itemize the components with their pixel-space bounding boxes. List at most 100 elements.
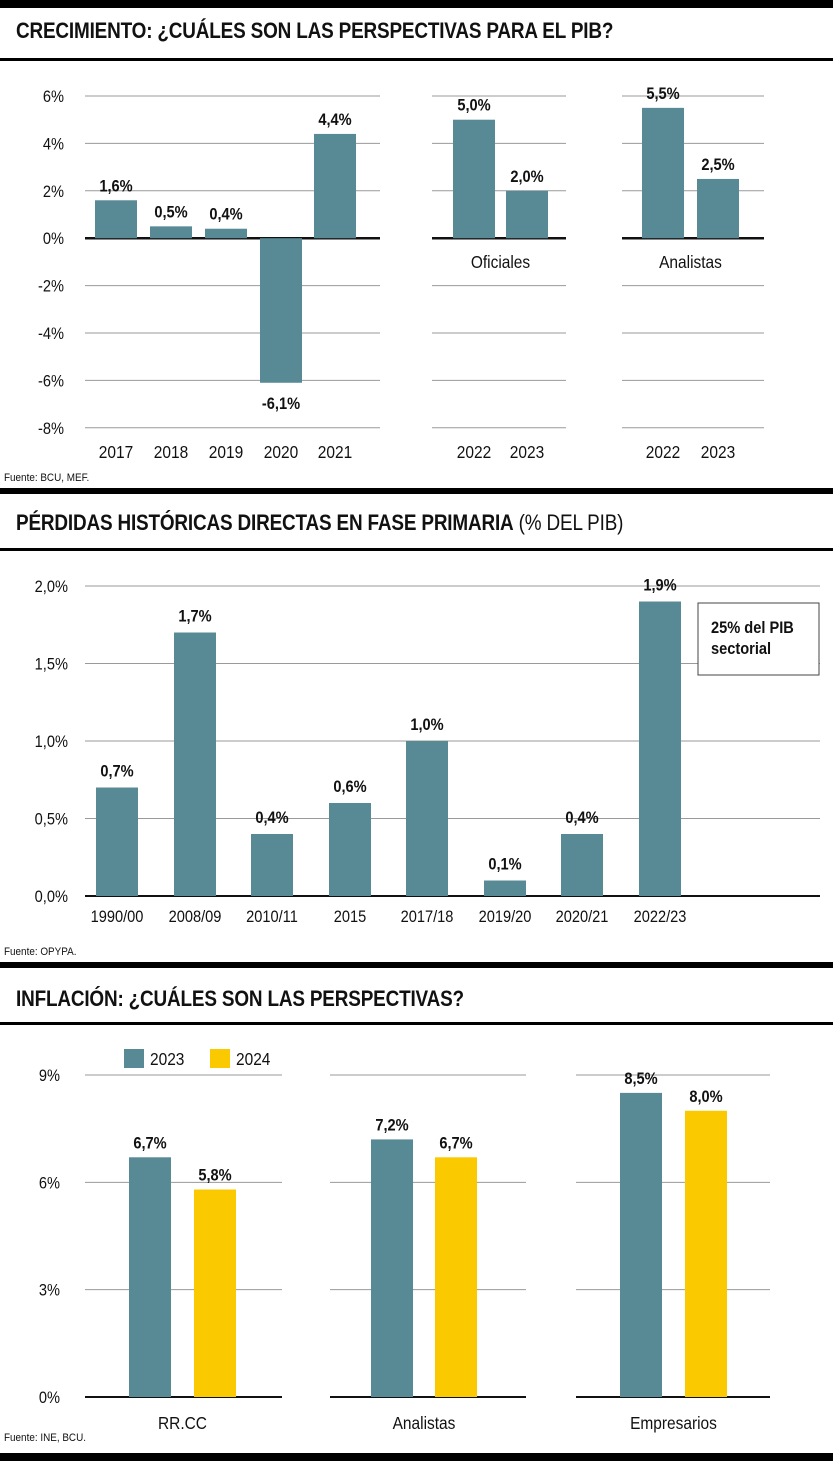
bar <box>150 226 192 239</box>
bar <box>129 1157 171 1397</box>
annotation-box <box>697 602 820 676</box>
bar-value-label: 0,5% <box>154 203 187 221</box>
panel-2-source: Fuente: OPYPA. <box>4 946 77 958</box>
bar <box>406 741 448 896</box>
panel-1-title-text: CRECIMIENTO: ¿CUÁLES SON LAS PERSPECTIVA… <box>16 18 614 43</box>
legend-label: 2023 <box>150 1049 184 1069</box>
y-tick-label: 6% <box>39 1174 60 1192</box>
bar-value-label: 0,1% <box>488 856 521 874</box>
top-rule <box>0 0 833 8</box>
panel-2-title-text: PÉRDIDAS HISTÓRICAS DIRECTAS EN FASE PRI… <box>16 510 514 535</box>
y-tick-label: 0,5% <box>35 811 68 829</box>
bar <box>639 601 681 896</box>
bar <box>484 880 526 896</box>
legend-swatch <box>124 1049 144 1068</box>
y-tick-label: -6% <box>38 372 64 390</box>
panel-3-title: INFLACIÓN: ¿CUÁLES SON LAS PERSPECTIVAS? <box>16 986 464 1012</box>
x-tick-label: 2015 <box>334 908 367 926</box>
x-tick-label: 2018 <box>154 442 188 462</box>
bar-value-label: -6,1% <box>262 395 300 413</box>
panel-2-top-rule <box>0 488 833 494</box>
bar-value-label: 0,4% <box>565 809 598 827</box>
legend-label: 2024 <box>236 1049 270 1069</box>
y-tick-label: 2,0% <box>35 578 68 596</box>
y-tick-label: 3% <box>39 1282 60 1300</box>
bar-value-label: 5,8% <box>198 1167 231 1185</box>
panel-3-source: Fuente: INE, BCU. <box>4 1432 86 1444</box>
bar-value-label: 1,0% <box>410 716 443 734</box>
y-tick-label: 0% <box>43 230 64 248</box>
legend-swatch <box>210 1049 230 1068</box>
y-tick-label: 4% <box>43 135 64 153</box>
x-tick-label: 2008/09 <box>169 908 222 926</box>
bar-value-label: 5,5% <box>646 85 679 103</box>
y-tick-label: -2% <box>38 278 64 296</box>
y-tick-label: 0% <box>39 1389 60 1407</box>
bar-value-label: 1,9% <box>643 577 676 595</box>
bar <box>371 1139 413 1397</box>
bar-value-label: 2,5% <box>701 156 734 174</box>
x-tick-label: Empresarios <box>630 1413 717 1433</box>
x-tick-label: 2020 <box>264 442 298 462</box>
x-tick-label: 2022/23 <box>634 908 687 926</box>
x-tick-label: 2023 <box>701 442 735 462</box>
x-tick-label: 2023 <box>510 442 544 462</box>
x-tick-label: 2021 <box>318 442 352 462</box>
panel-1-title: CRECIMIENTO: ¿CUÁLES SON LAS PERSPECTIVA… <box>16 18 613 44</box>
bottom-rule <box>0 1453 833 1461</box>
y-tick-label: 1,0% <box>35 733 68 751</box>
bar-value-label: 0,4% <box>209 206 242 224</box>
bar <box>697 178 739 239</box>
panel-2-title-suffix: (% DEL PIB) <box>513 510 624 535</box>
y-tick-label: -8% <box>38 420 64 438</box>
x-tick-label: RR.CC <box>158 1413 207 1433</box>
bar <box>453 119 495 239</box>
bar <box>96 787 138 896</box>
x-tick-label: Analistas <box>393 1413 456 1433</box>
farm-losses-chart: 2,0% 1,5% 1,0% 0,5% 0,0% 0,7% 1990/00 1,7% 2008/… <box>35 577 820 926</box>
y-tick-label: 1,5% <box>35 656 68 674</box>
bar-value-label: 1,6% <box>99 177 132 195</box>
y-tick-label: 2% <box>43 183 64 201</box>
y-tick-label: 0,0% <box>35 888 68 906</box>
bar <box>685 1110 727 1397</box>
bar-value-label: 1,7% <box>178 608 211 626</box>
panel-3-top-rule <box>0 962 833 968</box>
panel-2-title: PÉRDIDAS HISTÓRICAS DIRECTAS EN FASE PRI… <box>16 510 623 536</box>
x-tick-label: 2019 <box>209 442 243 462</box>
bar <box>506 190 548 239</box>
bar <box>642 107 684 239</box>
bar <box>561 834 603 896</box>
bar-value-label: 6,7% <box>133 1134 166 1152</box>
x-tick-label: 2022 <box>457 442 491 462</box>
y-tick-label: 6% <box>43 88 64 106</box>
bar-value-label: 8,5% <box>624 1070 657 1088</box>
bar <box>95 200 137 239</box>
x-tick-label: 1990/00 <box>91 908 144 926</box>
x-tick-label: 2019/20 <box>479 908 532 926</box>
bar-value-label: 7,2% <box>375 1116 408 1134</box>
panel-3-title-text: INFLACIÓN: ¿CUÁLES SON LAS PERSPECTIVAS? <box>16 986 464 1011</box>
annotation-text: sectorial <box>711 640 771 658</box>
x-tick-label: 2020/21 <box>556 908 609 926</box>
x-tick-label: 2010/11 <box>246 908 298 926</box>
bar <box>251 834 293 896</box>
bar <box>260 238 302 383</box>
panel-1-title-rule <box>0 58 833 61</box>
bar-value-label: 4,4% <box>318 111 351 129</box>
bar <box>314 133 356 239</box>
bar-value-label: 0,6% <box>333 778 366 796</box>
bar-value-label: 0,4% <box>255 809 288 827</box>
y-tick-label: 9% <box>39 1067 60 1085</box>
annotation-text: 25% del PIB <box>711 619 794 637</box>
inflation-chart: 9% 6% 3% 0% 2023 2024 6,7% 5,8% RR.CC 7,2% 6,7% Ana… <box>39 1049 770 1433</box>
group-label: Analistas <box>659 252 722 272</box>
bar-value-label: 5,0% <box>457 97 490 115</box>
x-tick-label: 2017/18 <box>401 908 454 926</box>
x-tick-label: 2017 <box>99 442 133 462</box>
bar <box>435 1157 477 1397</box>
panel-2-title-rule <box>0 548 833 551</box>
bar <box>205 228 247 239</box>
bar <box>174 632 216 896</box>
panel-1-source: Fuente: BCU, MEF. <box>4 472 90 484</box>
